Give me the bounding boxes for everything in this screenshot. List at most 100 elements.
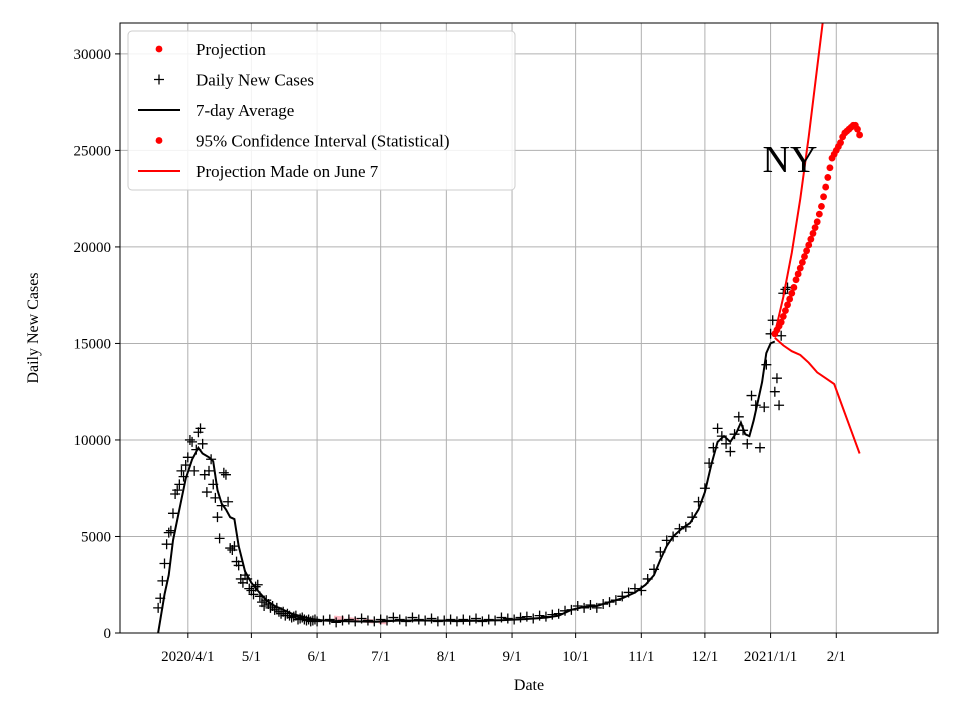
x-tick-label: 11/1: [628, 649, 654, 665]
daily-case-point: [375, 614, 386, 625]
projection-point: [782, 307, 789, 315]
plot-frame: [119, 22, 939, 634]
daily-case-point: [585, 600, 596, 611]
y-tick-label: 0: [104, 626, 112, 642]
daily-case-point: [426, 613, 437, 624]
x-axis-title: Date: [514, 677, 544, 694]
daily-case-point: [214, 533, 225, 544]
daily-case-point: [161, 539, 172, 550]
data-layer: [153, 23, 863, 633]
daily-case-point: [515, 612, 526, 623]
daily-case-point: [244, 583, 255, 594]
series-line-95-confidence-interval-statistical-upper: [773, 23, 824, 335]
daily-case-point: [172, 485, 183, 496]
y-tick-label: 15000: [74, 336, 112, 352]
y-axis-title: Daily New Cases: [25, 272, 42, 383]
y-tick-label: 5000: [81, 529, 111, 545]
y-tick-label: 30000: [74, 47, 112, 63]
daily-case-point: [331, 617, 342, 628]
daily-case-point: [721, 438, 732, 449]
daily-case-point: [733, 411, 744, 422]
y-tick-label: 10000: [74, 433, 112, 449]
legend: Projection Daily New Cases 7-day Average 95…: [127, 30, 516, 191]
daily-case-point: [312, 616, 323, 627]
projection-point: [813, 218, 821, 226]
legend-entry: 7-day Average: [138, 101, 294, 120]
legend-label: Daily New Cases: [196, 71, 314, 90]
daily-case-point: [712, 423, 723, 434]
daily-case-point: [324, 614, 335, 625]
daily-case-point: [547, 609, 558, 620]
daily-case-point: [187, 436, 198, 447]
daily-case-point: [182, 452, 193, 463]
daily-case-point: [776, 330, 787, 341]
series-line-95-confidence-interval-statistical-lower: [774, 336, 861, 454]
projection-point: [786, 295, 794, 303]
daily-case-point: [445, 614, 456, 625]
daily-case-point: [220, 469, 231, 480]
series-line-7-day-average: [157, 340, 776, 633]
daily-case-point: [759, 402, 770, 413]
legend-box: [127, 30, 516, 191]
daily-case-point: [184, 434, 195, 445]
x-tick-label: 2/1: [827, 649, 846, 665]
daily-case-point: [233, 560, 244, 571]
daily-case-point: [157, 575, 168, 586]
projection-point: [792, 276, 800, 284]
daily-case-point: [252, 579, 263, 590]
projection-point: [854, 125, 861, 133]
daily-case-point: [394, 614, 405, 625]
legend-entry: 95% Confidence Interval (Statistical): [155, 132, 450, 151]
daily-case-point: [223, 496, 234, 507]
daily-case-point: [471, 613, 482, 624]
projection-point: [856, 131, 863, 139]
projection-point: [837, 139, 844, 147]
daily-case-point: [725, 446, 736, 457]
daily-case-point: [769, 386, 780, 397]
projection-point: [811, 224, 819, 232]
projection-point: [807, 235, 815, 243]
legend-dot-marker: [155, 137, 163, 144]
daily-case-point: [195, 423, 206, 434]
legend-dot-marker: [155, 45, 163, 53]
daily-case-point: [174, 479, 185, 490]
projection-point: [826, 164, 834, 172]
daily-case-point: [197, 438, 208, 449]
legend-entry: Projection: [155, 40, 266, 59]
daily-case-point: [754, 442, 765, 453]
state-annotation: NY: [763, 139, 818, 181]
daily-case-point: [204, 465, 215, 476]
projection-point: [796, 264, 804, 272]
daily-case-point: [167, 508, 178, 519]
legend-label: 7-day Average: [196, 101, 294, 120]
daily-case-point: [771, 373, 782, 384]
daily-case-point: [189, 465, 200, 476]
x-tick-label: 6/1: [307, 649, 326, 665]
projection-point: [784, 301, 791, 309]
daily-case-point: [746, 390, 757, 401]
projection-point: [820, 193, 827, 201]
y-tick-label: 20000: [74, 240, 112, 256]
daily-case-point: [210, 492, 221, 503]
legend-entry: Daily New Cases: [154, 71, 314, 90]
projection-point: [818, 202, 825, 210]
projection-point: [788, 289, 796, 297]
projection-point: [779, 313, 787, 320]
legend-plus-marker: [154, 74, 164, 85]
daily-case-point: [225, 543, 236, 554]
daily-case-point: [761, 359, 772, 370]
projection-point: [824, 174, 832, 181]
projection-point: [790, 284, 798, 291]
daily-case-point: [742, 438, 753, 449]
projection-point: [798, 258, 806, 266]
daily-case-point: [458, 614, 469, 625]
daily-case-point: [248, 589, 259, 600]
daily-case-point: [163, 527, 174, 538]
daily-case-point: [218, 467, 229, 478]
daily-case-point: [767, 315, 778, 326]
daily-case-point: [774, 400, 785, 411]
daily-case-point: [159, 558, 170, 569]
x-tick-label: 2021/1/1: [744, 649, 797, 665]
projection-point: [777, 318, 785, 326]
daily-case-point: [343, 614, 354, 625]
